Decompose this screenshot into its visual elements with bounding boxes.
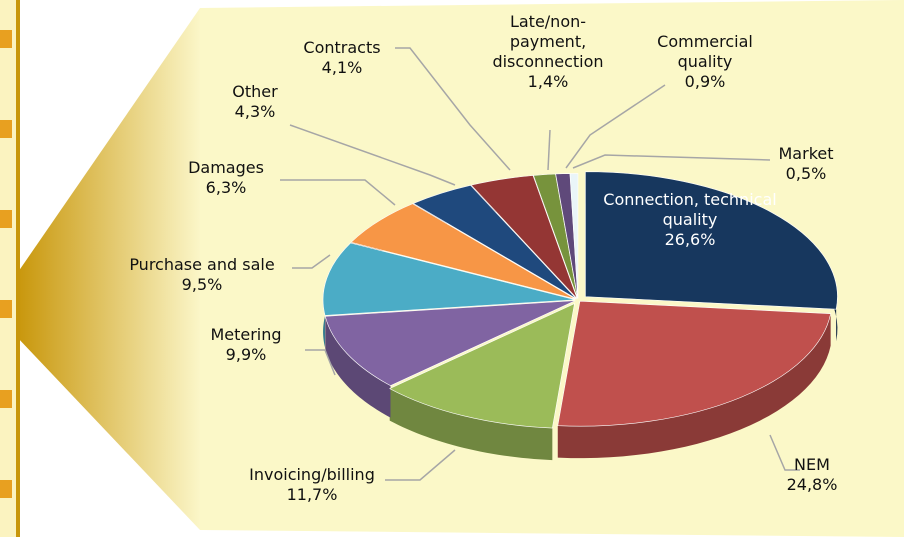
category-label: Connection, technical quality <box>603 190 777 229</box>
category-label: Late/non-payment, disconnection <box>492 12 604 71</box>
leader-lines <box>280 47 800 481</box>
slice-side <box>557 313 831 459</box>
value-label: 4,3% <box>234 102 276 121</box>
slice-label: NEM 24,8% <box>752 455 872 495</box>
category-label: Damages <box>188 158 264 177</box>
slice <box>350 203 576 300</box>
slice-label: Purchase and sale 9,5% <box>107 255 297 295</box>
value-label: 6,3% <box>205 178 247 197</box>
slice-label: Contracts 4,1% <box>282 38 402 78</box>
value-label: 1,4% <box>527 72 569 91</box>
pie <box>322 171 838 461</box>
value-label: 0,5% <box>785 164 827 183</box>
strip-marks <box>0 30 12 498</box>
slice <box>585 171 838 310</box>
value-label: 9,5% <box>181 275 223 294</box>
slice <box>470 175 578 299</box>
slice <box>557 300 832 427</box>
category-label: Market <box>778 144 834 163</box>
slice-label: Metering 9,9% <box>186 325 306 365</box>
category-label: Other <box>232 82 278 101</box>
perspective-band <box>16 8 200 530</box>
slice <box>389 303 575 429</box>
value-label: 24,8% <box>786 475 838 494</box>
divider <box>16 0 20 537</box>
slice-label: Connection, technical quality 26,6% <box>603 190 778 250</box>
slice <box>324 300 576 386</box>
slice-label: Other 4,3% <box>205 82 305 122</box>
value-label: 0,9% <box>684 72 726 91</box>
slice <box>412 184 577 299</box>
value-label: 9,9% <box>225 345 267 364</box>
value-label: 26,6% <box>664 230 716 249</box>
category-label: Invoicing/billing <box>249 465 375 484</box>
slice-label: Late/non-payment, disconnection 1,4% <box>473 12 623 92</box>
value-label: 11,7% <box>286 485 338 504</box>
slice <box>569 173 579 299</box>
slice-side <box>325 316 391 418</box>
category-label: Metering <box>210 325 282 344</box>
category-label: Purchase and sale <box>129 255 275 274</box>
slice-label: Invoicing/billing 11,7% <box>227 465 397 505</box>
value-label: 4,1% <box>321 58 363 77</box>
category-label: NEM <box>794 455 830 474</box>
slice <box>322 242 576 316</box>
slice-label: Market 0,5% <box>756 144 856 184</box>
category-label: Commercial quality <box>657 32 753 71</box>
category-label: Contracts <box>303 38 381 57</box>
left-strip <box>0 0 16 537</box>
slice-label: Damages 6,3% <box>166 158 286 198</box>
slice-label: Commercial quality 0,9% <box>640 32 770 92</box>
